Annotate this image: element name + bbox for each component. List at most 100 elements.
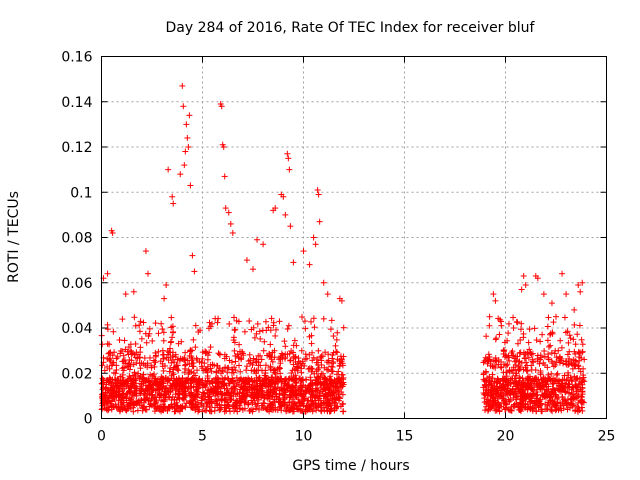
data-point (328, 363, 335, 370)
data-point (182, 361, 189, 368)
data-point (185, 144, 192, 150)
data-point (199, 355, 206, 362)
data-point (282, 211, 289, 218)
data-point (140, 319, 147, 326)
data-point (558, 344, 565, 351)
data-point (128, 351, 135, 358)
data-point (231, 339, 238, 346)
data-point (243, 363, 250, 370)
data-point (258, 356, 265, 363)
data-point (183, 121, 190, 128)
data-point (330, 358, 337, 365)
chart-title: Day 284 of 2016, Rate Of TEC Index for r… (166, 20, 536, 36)
data-point (295, 396, 302, 403)
data-point (564, 351, 571, 358)
data-point (193, 355, 200, 362)
data-point (531, 325, 538, 332)
data-point (184, 134, 191, 141)
data-point (111, 349, 118, 356)
data-point (168, 359, 175, 366)
data-point (232, 358, 239, 365)
data-point (272, 332, 279, 339)
y-tick-label: 0 (84, 412, 93, 428)
data-point (152, 320, 159, 327)
y-tick-label: 0.1 (70, 185, 92, 201)
data-point (216, 365, 223, 372)
data-point (334, 329, 341, 336)
data-point (165, 166, 172, 173)
data-point (260, 241, 267, 248)
data-point (254, 236, 261, 243)
data-point (486, 313, 493, 320)
data-point (332, 400, 339, 407)
data-point (167, 365, 174, 372)
data-point (537, 338, 544, 345)
data-point (132, 322, 139, 329)
data-point (327, 326, 334, 333)
data-point (262, 367, 269, 374)
data-point (285, 155, 292, 162)
data-point (302, 351, 309, 358)
data-point (262, 362, 269, 369)
data-point (314, 356, 321, 363)
data-point (329, 368, 336, 375)
data-point (159, 326, 166, 333)
data-point (254, 320, 261, 327)
data-point (308, 340, 315, 347)
data-point (237, 368, 244, 375)
data-point (287, 357, 294, 364)
data-point (169, 323, 176, 330)
points-layer (98, 82, 588, 415)
data-point (555, 347, 562, 354)
data-point (288, 347, 295, 354)
data-point (187, 182, 194, 189)
y-tick-label: 0.08 (61, 231, 92, 247)
data-point (243, 367, 250, 374)
x-axis-label: GPS time / hours (292, 458, 409, 474)
data-point (510, 314, 517, 321)
data-point (574, 331, 581, 338)
data-point (581, 356, 588, 363)
data-point (182, 404, 189, 411)
data-point (130, 288, 137, 295)
data-point (325, 351, 332, 358)
data-point (236, 362, 243, 369)
data-point (311, 324, 318, 331)
data-point (308, 318, 315, 325)
data-point (533, 337, 540, 344)
data-point (190, 369, 197, 376)
data-point (152, 399, 159, 406)
data-point (131, 314, 138, 321)
data-point (276, 318, 283, 325)
data-point (104, 321, 111, 328)
grid-layer (101, 56, 607, 419)
data-point (316, 218, 323, 225)
data-point (165, 389, 172, 396)
x-tick-label: 10 (295, 429, 313, 445)
y-tick-label: 0.14 (61, 95, 92, 111)
data-point (325, 366, 332, 373)
data-point (496, 331, 503, 338)
data-point (287, 223, 294, 230)
data-point (168, 314, 175, 321)
data-point (179, 82, 186, 89)
data-point (169, 193, 176, 200)
data-point (207, 344, 214, 351)
data-point (272, 326, 279, 333)
data-point (328, 317, 335, 324)
data-point (141, 354, 148, 361)
data-point (203, 366, 210, 373)
data-point (315, 347, 322, 354)
data-point (99, 362, 106, 369)
data-point (215, 350, 222, 357)
data-point (158, 320, 165, 327)
data-point (110, 328, 117, 335)
data-point (108, 362, 115, 369)
data-point (260, 399, 267, 406)
data-point (269, 358, 276, 365)
data-point (227, 220, 234, 227)
data-point (243, 257, 250, 264)
data-point (170, 200, 177, 207)
x-tick-label: 15 (396, 429, 414, 445)
